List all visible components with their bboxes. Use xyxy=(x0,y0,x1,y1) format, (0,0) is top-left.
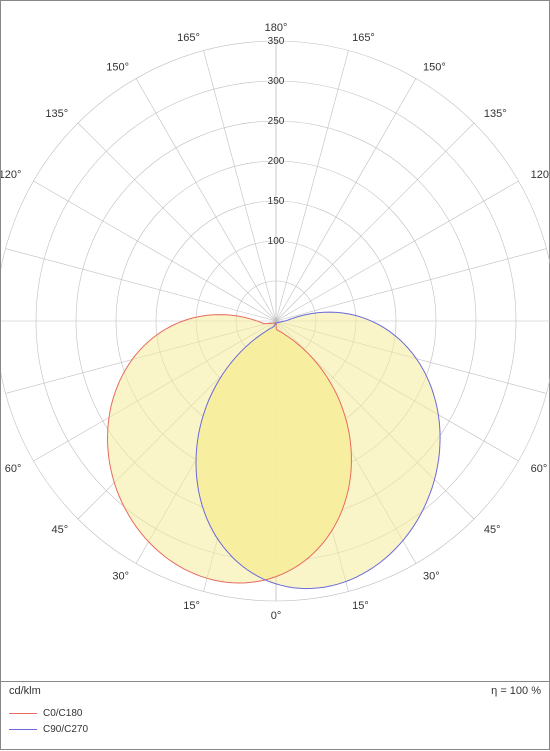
svg-text:165°: 165° xyxy=(177,32,200,44)
svg-text:135°: 135° xyxy=(484,108,507,120)
svg-text:60°: 60° xyxy=(5,463,22,475)
svg-text:15°: 15° xyxy=(352,600,369,612)
svg-text:120°: 120° xyxy=(1,169,21,181)
svg-text:300: 300 xyxy=(268,76,285,87)
svg-text:200: 200 xyxy=(268,156,285,167)
legend-swatch xyxy=(9,729,37,730)
svg-text:100: 100 xyxy=(268,236,285,247)
legend-item: C90/C270 xyxy=(9,721,88,737)
svg-text:60°: 60° xyxy=(531,463,548,475)
svg-text:30°: 30° xyxy=(112,571,129,583)
svg-text:150°: 150° xyxy=(106,61,129,73)
svg-text:120°: 120° xyxy=(531,169,550,181)
svg-text:180°: 180° xyxy=(265,22,288,34)
footer: cd/klm η = 100 % C0/C180 C90/C270 xyxy=(1,681,550,751)
legend-label: C0/C180 xyxy=(43,708,82,719)
plot-area: 100 150 200 250 300 350 0° 15° 15° 30° 30° 45° 45° 60… xyxy=(1,1,550,682)
svg-text:15°: 15° xyxy=(183,600,200,612)
legend-label: C90/C270 xyxy=(43,724,88,735)
legend-item: C0/C180 xyxy=(9,705,88,721)
svg-text:45°: 45° xyxy=(51,524,68,536)
unit-label: cd/klm xyxy=(9,685,41,697)
svg-text:30°: 30° xyxy=(423,571,440,583)
svg-text:150°: 150° xyxy=(423,61,446,73)
svg-text:150: 150 xyxy=(268,196,285,207)
polar-svg: 100 150 200 250 300 350 0° 15° 15° 30° 30° 45° 45° 60… xyxy=(1,1,550,681)
svg-text:350: 350 xyxy=(268,36,285,47)
efficiency-label: η = 100 % xyxy=(491,685,541,697)
legend-swatch xyxy=(9,713,37,714)
polar-chart: 100 150 200 250 300 350 0° 15° 15° 30° 30° 45° 45° 60… xyxy=(0,0,550,750)
svg-text:45°: 45° xyxy=(484,524,501,536)
svg-text:135°: 135° xyxy=(45,108,68,120)
svg-text:0°: 0° xyxy=(271,610,282,622)
svg-text:165°: 165° xyxy=(352,32,375,44)
legend: C0/C180 C90/C270 xyxy=(9,705,88,737)
svg-text:250: 250 xyxy=(268,116,285,127)
